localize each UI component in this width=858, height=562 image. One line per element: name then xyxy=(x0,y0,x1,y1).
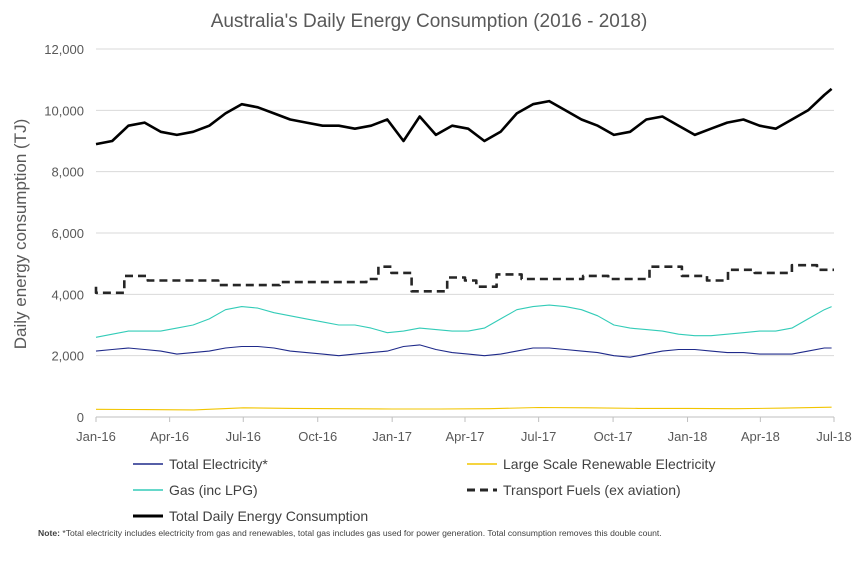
footnote-label: Note: xyxy=(38,528,60,538)
x-tick-label: Oct-17 xyxy=(594,429,633,444)
y-tick-label: 8,000 xyxy=(51,165,84,180)
series-line xyxy=(94,263,834,295)
x-tick-label: Jan-16 xyxy=(76,429,116,444)
y-axis-label: Daily energy consumption (TJ) xyxy=(11,119,30,350)
legend: Total Electricity* Large Scale Renewable … xyxy=(133,456,715,524)
series-lines xyxy=(94,87,834,411)
x-tick-label: Jul-16 xyxy=(226,429,261,444)
y-tick-label: 4,000 xyxy=(51,287,84,302)
x-tick-label: Oct-16 xyxy=(298,429,337,444)
x-tick-label: Apr-17 xyxy=(445,429,484,444)
x-tick-label: Apr-18 xyxy=(741,429,780,444)
legend-label: Large Scale Renewable Electricity xyxy=(503,456,715,472)
x-tick-label: Jan-18 xyxy=(668,429,708,444)
x-tick-label: Jul-17 xyxy=(521,429,556,444)
y-tick-label: 2,000 xyxy=(51,349,84,364)
footnote: Note: *Total electricity includes electr… xyxy=(38,528,662,538)
legend-label: Total Electricity* xyxy=(169,456,268,472)
x-tick-label: Jul-18 xyxy=(816,429,851,444)
x-tick-label: Jan-17 xyxy=(372,429,412,444)
series-line xyxy=(95,406,832,411)
gridlines xyxy=(96,48,834,357)
chart-title: Australia's Daily Energy Consumption (20… xyxy=(211,11,648,32)
y-tick-label: 10,000 xyxy=(44,103,84,118)
y-tick-label: 0 xyxy=(77,410,84,425)
legend-label: Transport Fuels (ex aviation) xyxy=(503,482,681,498)
y-tick-label: 12,000 xyxy=(44,42,84,57)
x-tick-label: Apr-16 xyxy=(150,429,189,444)
series-line xyxy=(95,87,833,146)
footnote-text: *Total electricity includes electricity … xyxy=(59,528,662,538)
axes: 0 2,000 4,000 6,000 8,000 10,000 12,000 Jan-16 A… xyxy=(44,42,851,444)
y-tick-label: 6,000 xyxy=(51,226,84,241)
legend-label: Total Daily Energy Consumption xyxy=(169,508,368,524)
series-line xyxy=(95,344,832,358)
series-line xyxy=(95,304,832,338)
legend-label: Gas (inc LPG) xyxy=(169,482,258,498)
